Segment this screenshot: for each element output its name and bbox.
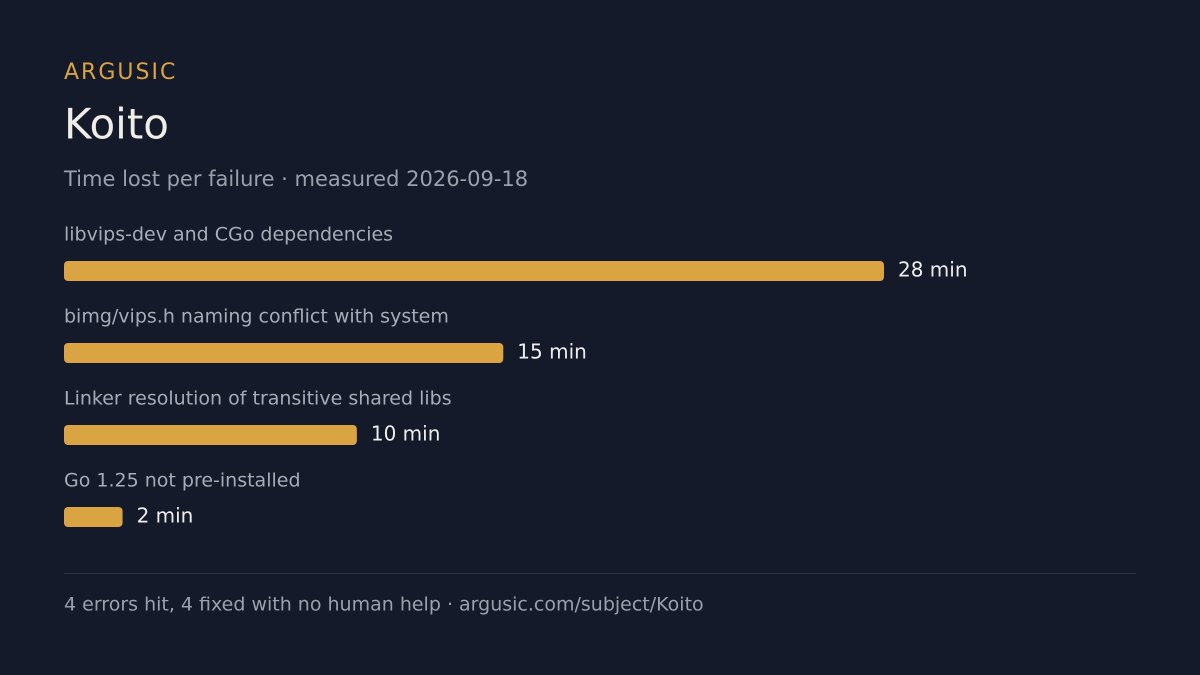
value-label: 28 min bbox=[898, 258, 968, 282]
chart-title: Koito bbox=[64, 100, 169, 149]
value-label: 2 min bbox=[137, 504, 194, 528]
bar bbox=[64, 343, 504, 363]
bar bbox=[64, 261, 884, 281]
category-label: libvips-dev and CGo dependencies bbox=[64, 224, 393, 246]
footer: 4 errors hit, 4 fixed with no human help… bbox=[64, 594, 704, 616]
category-label: Go 1.25 not pre-installed bbox=[64, 470, 301, 492]
bar bbox=[64, 507, 123, 527]
brand: ARGUSIC bbox=[64, 60, 177, 85]
category-label: bimg/vips.h naming conflict with system bbox=[64, 306, 449, 328]
bar bbox=[64, 425, 357, 445]
value-label: 10 min bbox=[371, 422, 441, 446]
chart-subtitle: Time lost per failure · measured 2026-09… bbox=[63, 167, 528, 191]
category-label: Linker resolution of transitive shared l… bbox=[64, 388, 452, 410]
value-label: 15 min bbox=[517, 340, 587, 364]
